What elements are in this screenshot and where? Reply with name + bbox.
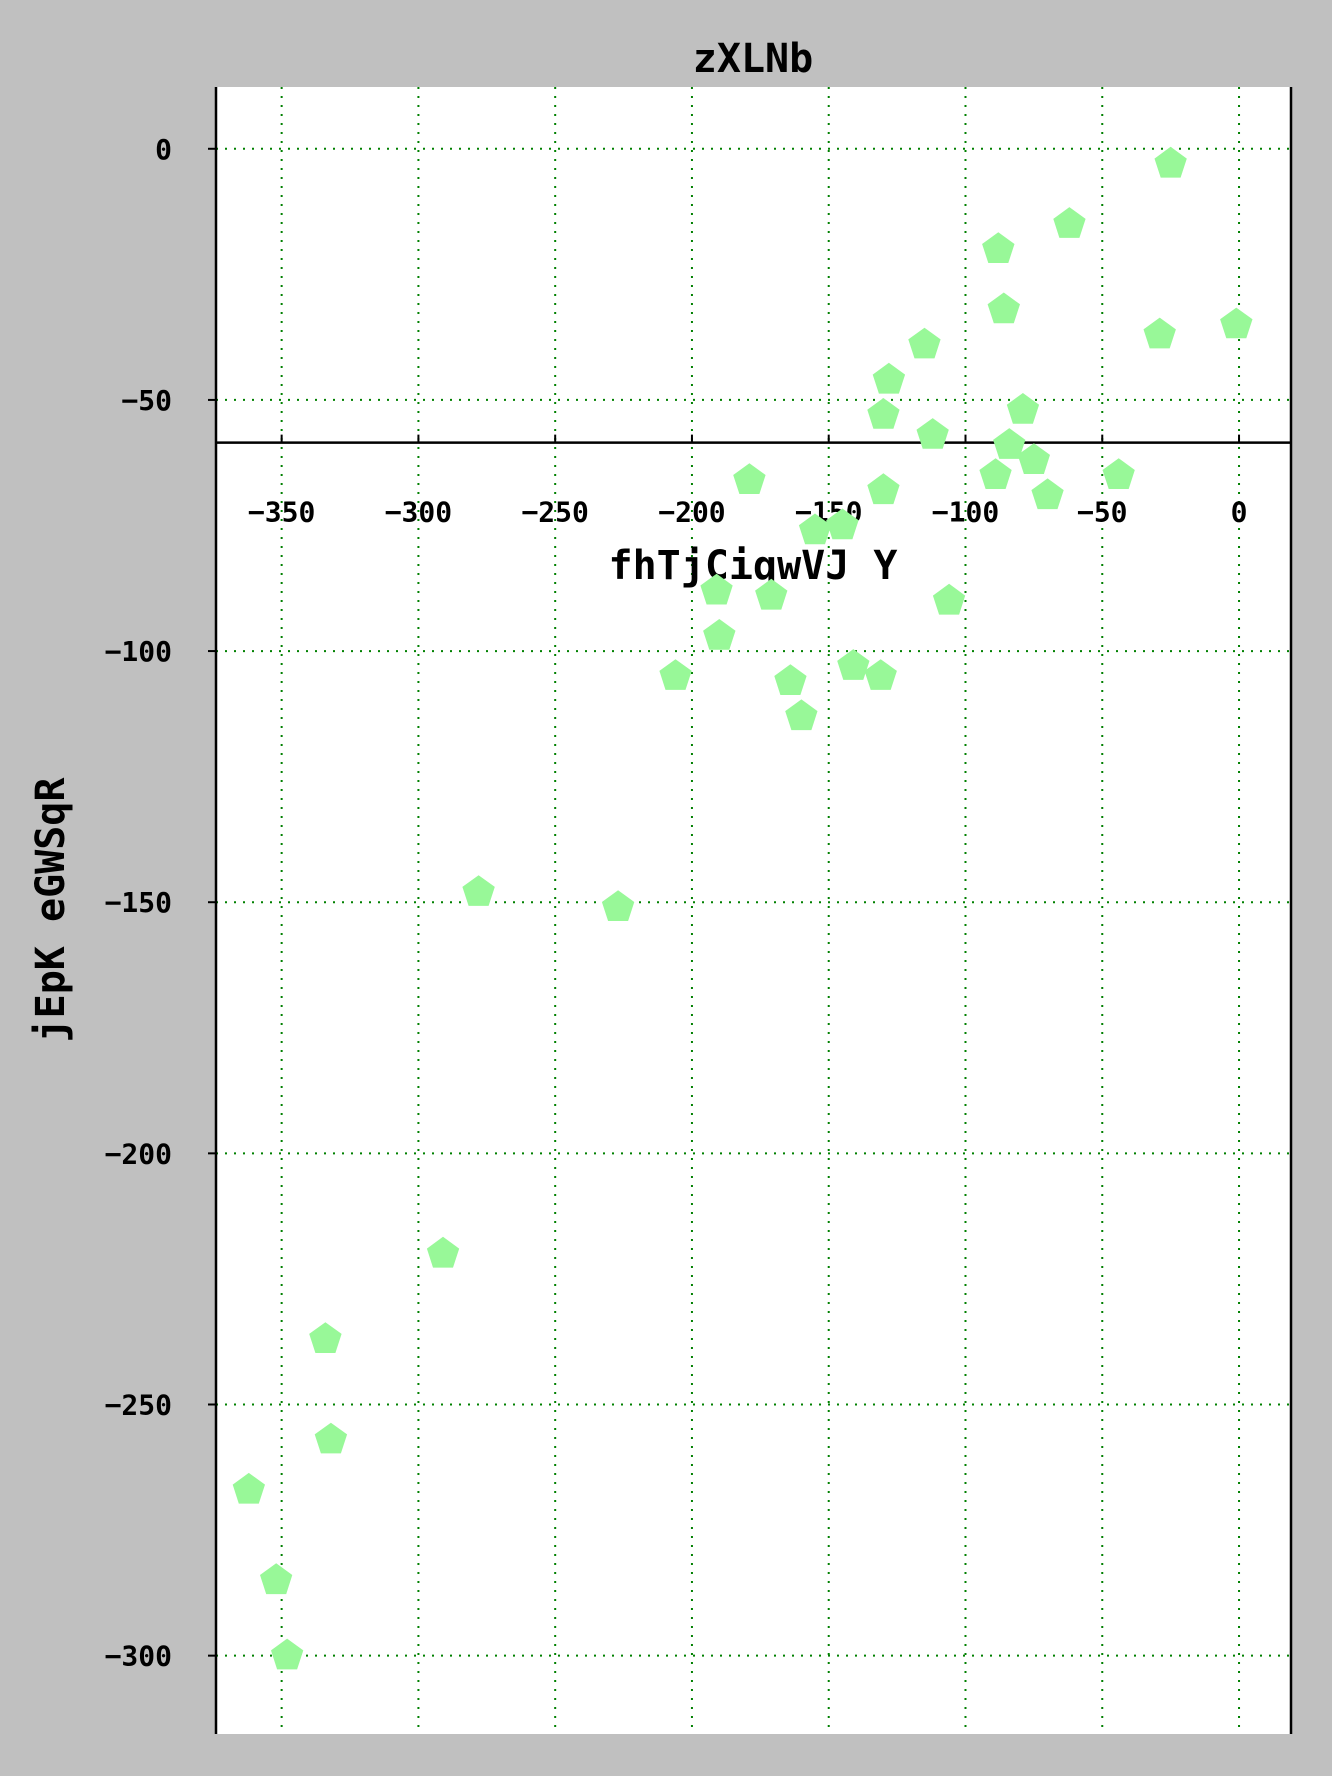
x-tick-label: 0: [1231, 496, 1248, 529]
x-axis-label: fhTjCiqwVJ Y: [609, 543, 898, 589]
data-points: [232, 146, 1253, 1670]
data-point: [979, 458, 1012, 489]
data-point: [993, 428, 1026, 459]
data-point: [1102, 458, 1135, 489]
y-tick-label: −100: [105, 635, 172, 668]
data-point: [774, 664, 807, 695]
data-point: [755, 578, 788, 610]
data-point: [864, 659, 897, 690]
y-tick-label: −250: [105, 1388, 172, 1421]
data-point: [601, 890, 635, 921]
data-point: [1220, 307, 1253, 339]
data-point: [703, 619, 736, 650]
data-point: [1143, 317, 1176, 349]
data-point: [462, 875, 495, 906]
data-point: [826, 508, 859, 540]
x-tick-label: −350: [248, 496, 315, 529]
data-point: [916, 418, 949, 449]
data-point: [1053, 207, 1086, 238]
y-tick-label: 0: [155, 133, 172, 166]
data-point: [271, 1638, 304, 1670]
y-tick-label: −50: [121, 384, 172, 417]
data-point: [426, 1236, 460, 1268]
data-point: [1154, 146, 1187, 178]
data-point: [1017, 443, 1050, 474]
data-point: [1006, 393, 1040, 424]
plot-frame: [214, 87, 1293, 1734]
x-tick-label: −300: [385, 496, 452, 529]
data-point: [932, 583, 966, 615]
data-point: [700, 573, 733, 605]
data-point: [908, 327, 941, 359]
chart-title: zXLNb: [693, 36, 813, 82]
data-point: [982, 232, 1015, 263]
y-tick-label: −200: [105, 1137, 172, 1170]
data-point: [309, 1322, 342, 1353]
data-point: [785, 699, 818, 731]
data-point: [314, 1422, 348, 1454]
data-point: [260, 1563, 293, 1595]
y-tick-label: −300: [105, 1640, 172, 1673]
x-tick-label: −100: [932, 496, 999, 529]
y-tick-label: −150: [105, 886, 172, 919]
plot-area: [216, 87, 1291, 1734]
x-tick-label: −250: [521, 496, 588, 529]
data-point: [798, 513, 832, 545]
y-axis-label: jEpK eGWSqR: [28, 777, 74, 1043]
data-point: [872, 362, 906, 394]
data-point: [867, 473, 900, 505]
data-point: [867, 398, 900, 429]
data-point: [659, 659, 692, 690]
data-point: [1031, 478, 1064, 510]
y-ticks: 0 −50 −100 −150 −200 −250 −300: [105, 133, 216, 1673]
x-tick-label: −200: [658, 496, 725, 529]
data-point: [733, 463, 766, 494]
data-point: [987, 292, 1020, 324]
data-point: [837, 649, 870, 680]
x-tick-label: −50: [1077, 496, 1128, 529]
data-point: [232, 1472, 265, 1504]
